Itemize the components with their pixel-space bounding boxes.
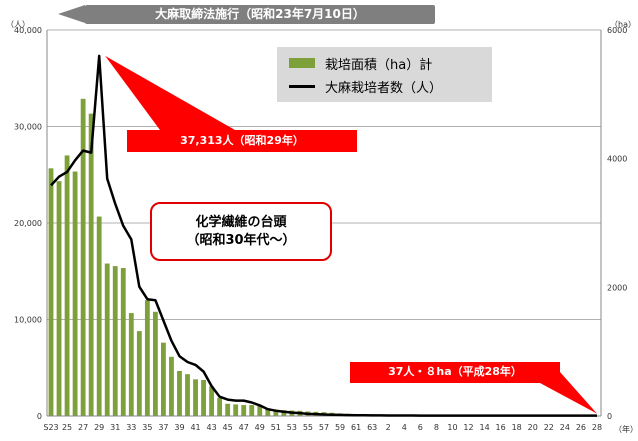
x-tick-label: 61 [351, 423, 361, 432]
bar [233, 404, 239, 416]
x-tick-label: 51 [271, 423, 281, 432]
bar [225, 403, 231, 416]
y-left-tick-label: 40,000 [14, 26, 42, 35]
right-unit-label: （ha） [610, 20, 636, 29]
x-tick-label: 33 [126, 423, 136, 432]
legend-line-swatch [289, 84, 315, 88]
bar [104, 263, 110, 416]
bar [177, 370, 182, 416]
bar [120, 268, 126, 416]
bar [249, 405, 255, 416]
bar [144, 300, 150, 416]
bar [265, 408, 271, 416]
decline-annotation-line2: （昭和30年代〜） [186, 232, 296, 248]
x-tick-label: 16 [496, 423, 506, 432]
bar [185, 374, 190, 416]
bar [72, 171, 78, 416]
x-tick-label: 39 [174, 423, 184, 432]
bar [88, 113, 94, 416]
bar [169, 356, 174, 416]
x-tick-label: 2 [386, 423, 391, 432]
x-tick-label: 45 [223, 423, 233, 432]
bar [241, 405, 247, 416]
x-tick-label: 24 [560, 423, 570, 432]
y-left-tick-label: 20,000 [14, 219, 42, 228]
bar [209, 386, 215, 416]
x-unit-label: （年） [614, 425, 638, 434]
x-tick-label: 55 [303, 423, 313, 432]
y-left-tick-label: 0 [37, 412, 42, 421]
title-banner-arrow [58, 5, 85, 23]
title-banner: 大麻取締法施行（昭和23年7月10日） [85, 5, 435, 24]
bar [56, 181, 62, 416]
x-tick-label: 49 [255, 423, 265, 432]
legend: 栽培面積（ha）計 大麻栽培者数（人） [277, 47, 492, 102]
x-tick-label: 41 [190, 423, 200, 432]
x-tick-label: 57 [319, 423, 329, 432]
x-tick-label: 8 [434, 423, 439, 432]
x-tick-label: 35 [142, 423, 152, 432]
latest-annotation: 37人・８ha（平成28年） [388, 365, 522, 378]
bar [281, 410, 287, 416]
peak-callout-box [127, 130, 357, 152]
x-tick-label: 37 [158, 423, 168, 432]
x-tick-label: 29 [94, 423, 104, 432]
bar [80, 98, 86, 416]
bar [152, 311, 158, 416]
x-tick-label: 20 [528, 423, 538, 432]
bar [273, 409, 279, 416]
legend-item-area: 栽培面積（ha）計 [289, 52, 432, 74]
x-tick-label: 25 [62, 423, 72, 432]
bar [112, 266, 118, 416]
y-left-tick-label: 30,000 [14, 123, 42, 132]
legend-bar-swatch [289, 58, 315, 68]
bar [64, 155, 70, 416]
bar [161, 342, 166, 416]
x-tick-label: 27 [78, 423, 88, 432]
x-tick-label: 10 [447, 423, 457, 432]
y-right-tick-label: 4000 [607, 155, 627, 164]
series-line [50, 54, 597, 417]
y-right-tick-label: 0 [607, 412, 612, 421]
x-tick-label: 12 [463, 423, 473, 432]
y-right-tick-label: 6000 [607, 26, 627, 35]
decline-annotation: 化学繊維の台頭 （昭和30年代〜） [150, 202, 332, 261]
x-tick-label: 43 [207, 423, 217, 432]
bar [96, 216, 102, 416]
x-tick-label: 14 [479, 423, 489, 432]
bar [257, 405, 263, 416]
left-unit-label: （人） [6, 20, 30, 29]
x-tick-label: 59 [335, 423, 345, 432]
x-tick-label: 26 [576, 423, 586, 432]
decline-annotation-line1: 化学繊維の台頭 [195, 214, 287, 230]
bar [128, 313, 134, 416]
legend-area-label: 栽培面積（ha）計 [325, 57, 433, 73]
x-tick-label: 18 [512, 423, 522, 432]
peak-callout-pointer [105, 55, 235, 130]
bar [217, 397, 223, 416]
latest-callout-box [350, 362, 560, 383]
x-tick-label: 47 [239, 423, 249, 432]
x-tick-label: 4 [402, 423, 407, 432]
x-tick-label: S23 [43, 423, 58, 432]
y-right-tick-label: 2000 [607, 283, 627, 292]
x-tick-label: 28 [592, 423, 602, 432]
peak-annotation: 37,313人（昭和29年） [180, 134, 304, 147]
bar [136, 331, 142, 416]
x-tick-label: 63 [367, 423, 377, 432]
legend-people-label: 大麻栽培者数（人） [325, 80, 443, 96]
x-tick-label: 6 [418, 423, 423, 432]
bar [201, 379, 206, 416]
legend-item-people: 大麻栽培者数（人） [289, 75, 442, 97]
x-tick-label: 22 [544, 423, 554, 432]
bar [48, 168, 54, 416]
x-tick-label: 31 [110, 423, 120, 432]
bar [193, 379, 198, 416]
y-left-tick-label: 10,000 [14, 316, 42, 325]
x-tick-label: 53 [287, 423, 297, 432]
